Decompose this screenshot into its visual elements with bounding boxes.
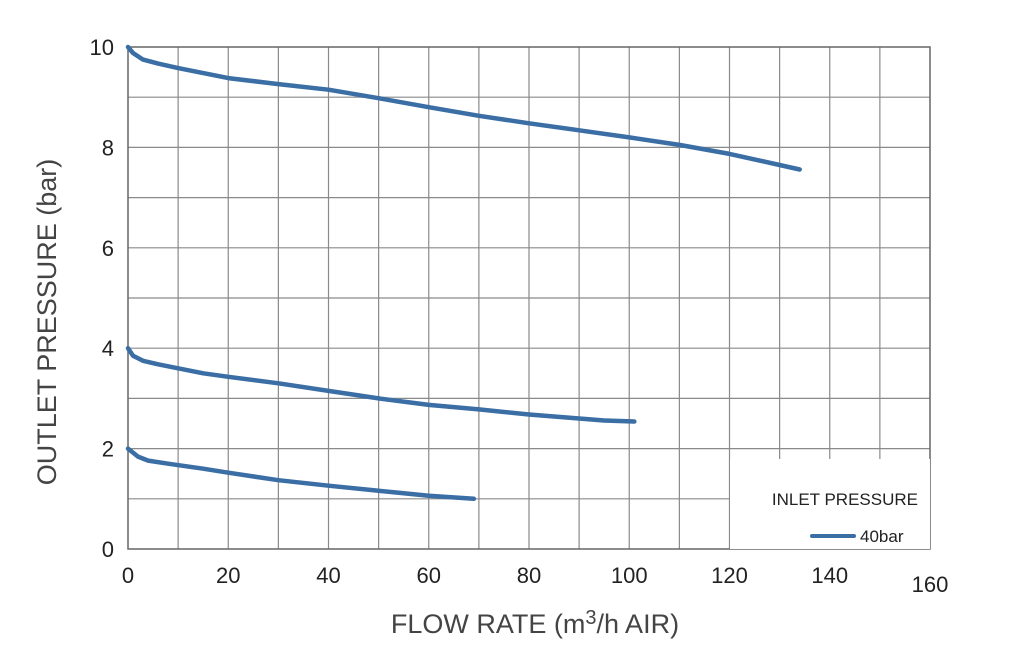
y-tick-label: 10 [90, 35, 114, 60]
legend-title: INLET PRESSURE [772, 490, 918, 509]
series-line-2 [125, 345, 637, 424]
x-axis-label: FLOW RATE (m3/h AIR) [391, 607, 679, 639]
x-tick-label: 20 [216, 563, 240, 588]
x-tick-label: 40 [316, 563, 340, 588]
series-line-1 [125, 44, 802, 172]
series-line-3 [125, 446, 477, 502]
x-axis-label-main: FLOW RATE (m [391, 609, 585, 639]
y-tick-label: 2 [102, 437, 114, 462]
x-tick-label: 160 [912, 572, 949, 597]
y-tick-label: 6 [102, 236, 114, 261]
x-tick-labels: 0 20 40 60 80 100 120 140 160 [122, 563, 948, 597]
series-layer [125, 44, 802, 502]
y-tick-labels: 0 2 4 6 8 10 [90, 35, 114, 562]
legend-entry: 40bar [860, 527, 904, 546]
plot-frame [127, 46, 931, 550]
y-tick-label: 0 [102, 537, 114, 562]
y-tick-label: 4 [102, 336, 114, 361]
legend: INLET PRESSURE 40bar [730, 459, 930, 549]
x-tick-label: 60 [417, 563, 441, 588]
x-axis-label-superscript: 3 [585, 607, 596, 629]
x-tick-label: 80 [517, 563, 541, 588]
y-axis-label: OUTLET PRESSURE (bar) [32, 159, 62, 486]
x-tick-label: 100 [611, 563, 648, 588]
x-tick-label: 120 [711, 563, 748, 588]
y-tick-label: 8 [102, 135, 114, 160]
x-tick-label: 0 [122, 563, 134, 588]
x-axis-label-tail: /h AIR) [597, 609, 680, 639]
x-tick-label: 140 [811, 563, 848, 588]
